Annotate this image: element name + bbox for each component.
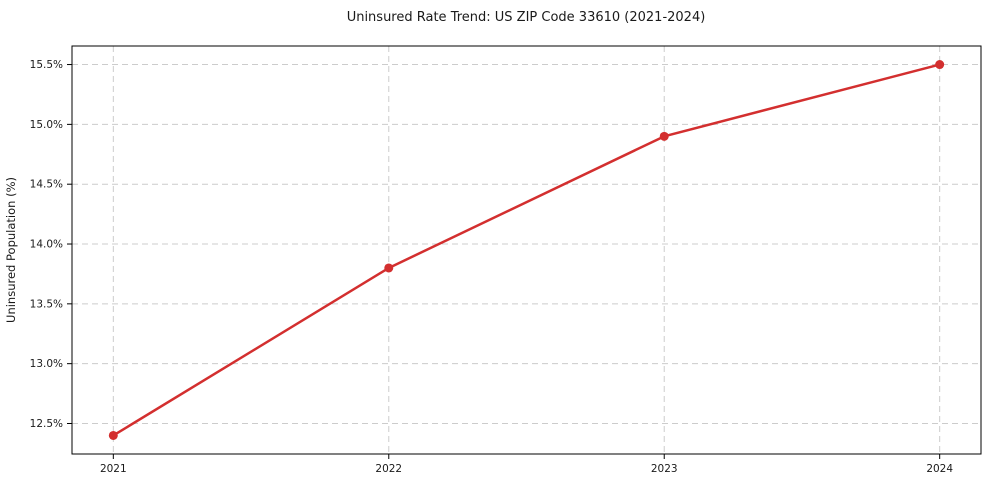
y-tick-label: 15.5% — [30, 59, 63, 71]
data-point-marker — [108, 430, 118, 440]
chart-title: Uninsured Rate Trend: US ZIP Code 33610 … — [347, 10, 706, 25]
data-point-marker — [384, 263, 394, 273]
y-tick-label: 12.5% — [30, 418, 63, 430]
x-tick-label: 2023 — [651, 463, 678, 475]
plot-border — [71, 45, 982, 455]
tick-layer: 12.5% 13.0% 13.5% 14.0% 14.5% 15.0% 15.5% 2021 2… — [30, 59, 954, 475]
x-tick-label: 2021 — [100, 463, 127, 475]
y-tick-label: 15.0% — [30, 119, 63, 131]
x-tick-label: 2022 — [375, 463, 402, 475]
data-point-marker — [935, 60, 945, 70]
y-axis-label: Uninsured Population (%) — [4, 177, 18, 323]
trend-line — [112, 63, 941, 437]
series-layer — [108, 60, 945, 440]
grid-layer — [72, 46, 981, 454]
data-point-marker — [659, 131, 669, 141]
y-tick-label: 13.0% — [30, 358, 63, 370]
x-tick-label: 2024 — [926, 463, 953, 475]
y-tick-label: 13.5% — [30, 298, 63, 310]
y-tick-label: 14.5% — [30, 179, 63, 191]
y-tick-label: 14.0% — [30, 239, 63, 251]
